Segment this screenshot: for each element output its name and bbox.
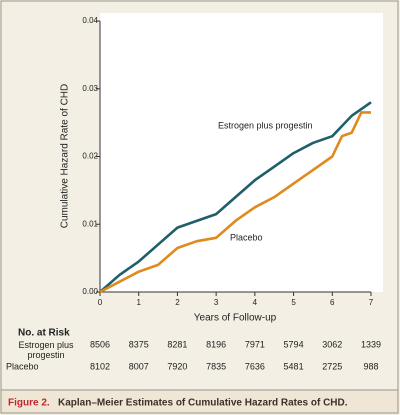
risk-count: 2725 — [322, 361, 342, 371]
risk-count: 7971 — [245, 339, 265, 349]
x-tick-label: 7 — [369, 298, 374, 307]
risk-count: 8375 — [129, 339, 149, 349]
km-curve — [99, 111, 371, 294]
x-tick-label: 5 — [291, 298, 296, 307]
y-tick-label: 0.02 — [82, 152, 98, 161]
risk-count: 3062 — [322, 339, 342, 349]
risk-count: 1339 — [361, 339, 381, 349]
y-tick-label: 0.01 — [82, 219, 98, 228]
caption-text: Kaplan–Meier Estimates of Cumulative Haz… — [58, 398, 348, 409]
x-tick-label: 6 — [330, 298, 335, 307]
risk-count: 8102 — [90, 361, 110, 371]
x-tick-label: 1 — [136, 298, 141, 307]
y-tick-label: 0.00 — [82, 287, 98, 296]
plot-area — [100, 13, 383, 292]
y-tick-label: 0.03 — [82, 84, 98, 93]
caption-label: Figure 2. — [8, 398, 50, 409]
risk-count: 988 — [363, 361, 378, 371]
y-tick-label: 0.04 — [82, 16, 98, 25]
km-curve — [99, 101, 372, 293]
risk-count: 8281 — [167, 339, 187, 349]
series-label: Estrogen plus progestin — [218, 120, 313, 130]
risk-count: 7636 — [245, 361, 265, 371]
x-tick-label: 4 — [253, 298, 258, 307]
risk-title: No. at Risk — [18, 328, 70, 339]
risk-count: 8196 — [206, 339, 226, 349]
risk-count: 5794 — [284, 339, 304, 349]
x-axis-label: Years of Follow-up — [194, 313, 277, 324]
x-tick-label: 2 — [175, 298, 180, 307]
caption-bar — [0, 389, 399, 414]
risk-count: 7920 — [167, 361, 187, 371]
risk-row-label: Estrogen plus progestin — [18, 340, 74, 360]
x-tick-label: 0 — [98, 298, 103, 307]
risk-count: 7835 — [206, 361, 226, 371]
risk-row-label: Placebo — [6, 361, 39, 371]
series-label: Placebo — [230, 232, 263, 242]
risk-count: 5481 — [284, 361, 304, 371]
x-tick-label: 3 — [214, 298, 219, 307]
risk-count: 8007 — [129, 361, 149, 371]
y-axis-label: Cumulative Hazard Rate of CHD — [60, 84, 71, 229]
risk-count: 8506 — [90, 339, 110, 349]
